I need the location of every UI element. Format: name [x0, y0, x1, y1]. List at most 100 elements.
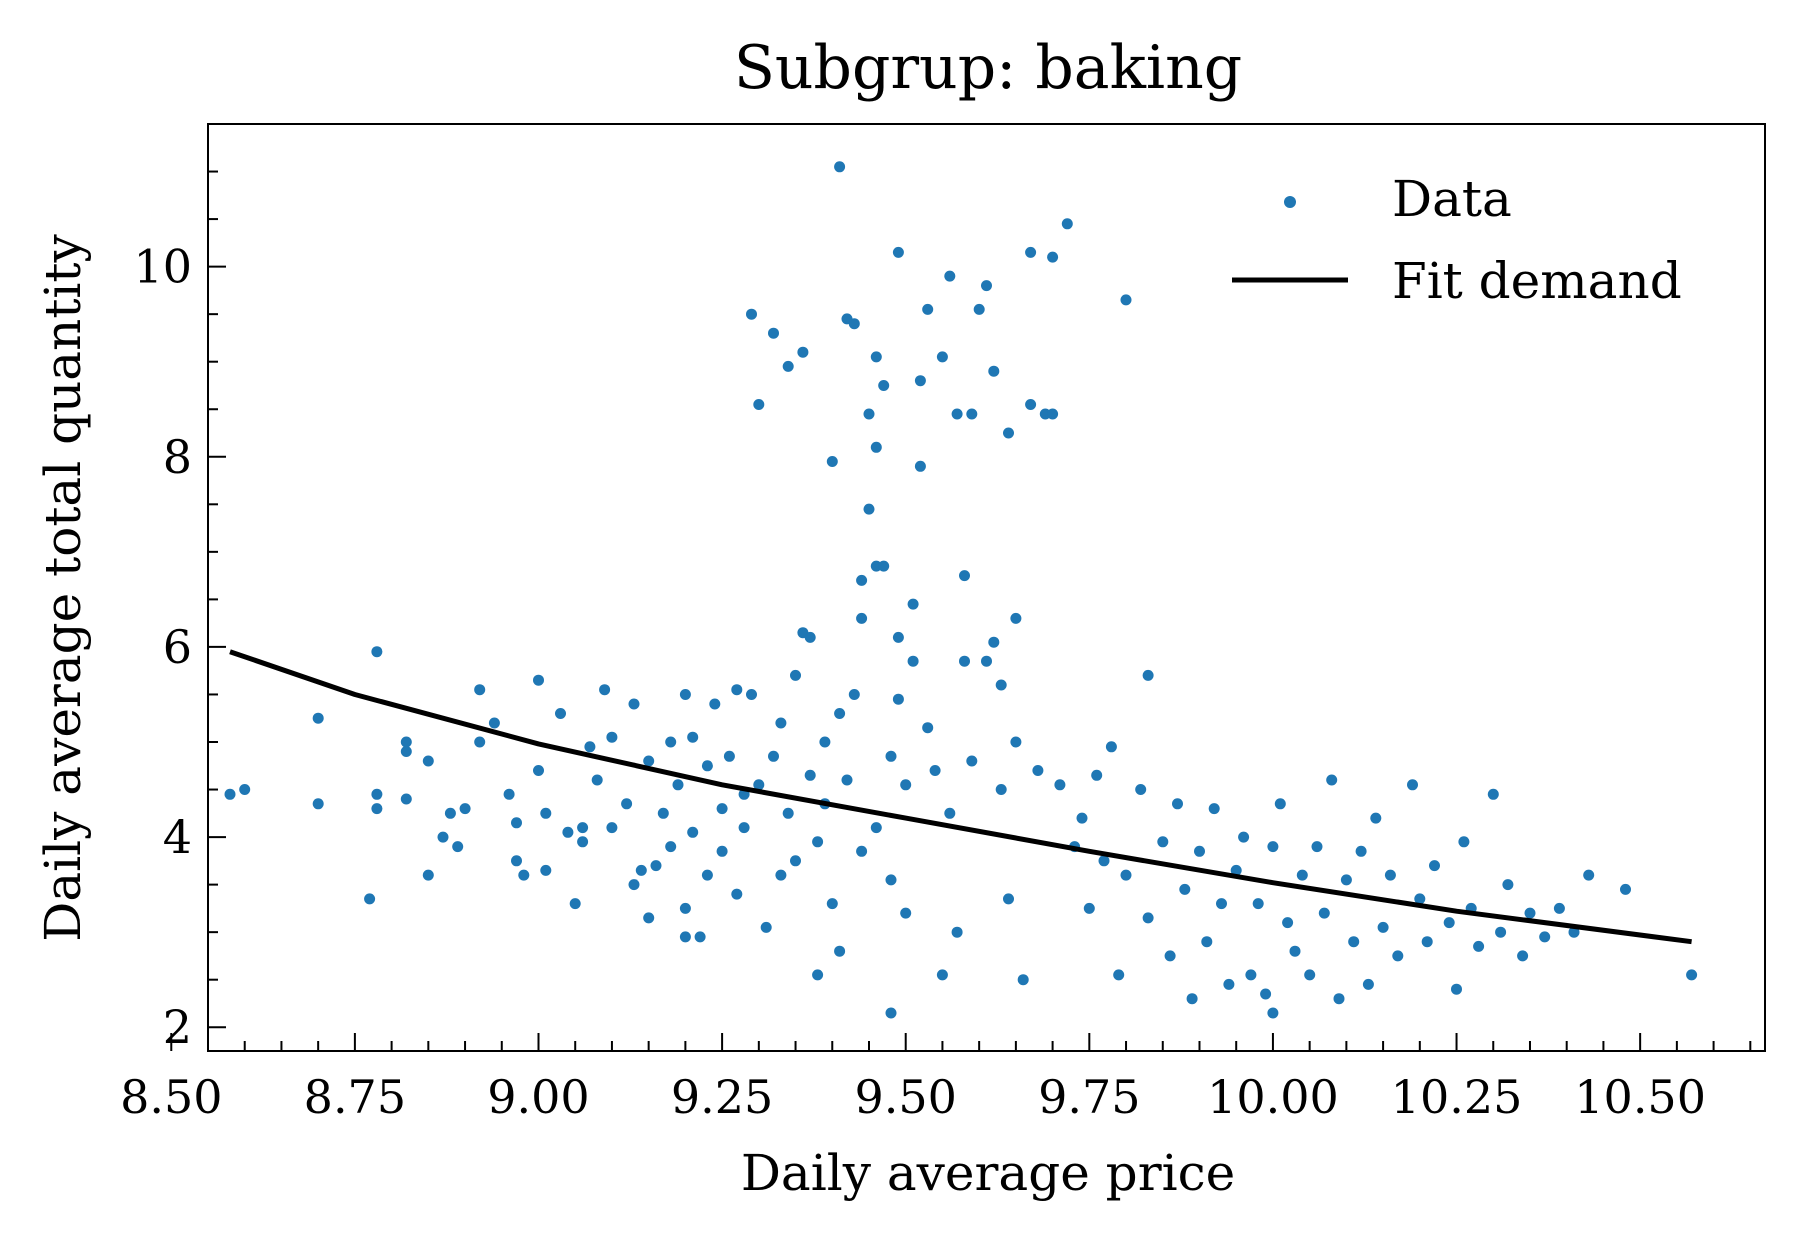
data-point [863, 503, 875, 515]
fit-demand-line [229, 649, 1692, 945]
data-point [812, 836, 824, 848]
data-point [1113, 969, 1125, 981]
data-point [1098, 855, 1110, 867]
data-point [701, 760, 713, 772]
data-point [812, 969, 824, 981]
data-point [841, 774, 853, 786]
data-point [488, 717, 500, 729]
data-point [731, 888, 743, 900]
data-point [973, 303, 985, 315]
data-point [687, 731, 699, 743]
data-point [944, 807, 956, 819]
data-point [922, 722, 934, 734]
data-point [1407, 779, 1418, 791]
data-point [650, 860, 662, 872]
data-point [239, 784, 251, 795]
data-point [1179, 883, 1191, 895]
data-point [643, 755, 655, 767]
data-point [1003, 427, 1014, 439]
data-point [1414, 893, 1426, 905]
data-point [1539, 931, 1551, 943]
legend-data-marker [1284, 196, 1296, 208]
data-point [826, 898, 838, 910]
data-point [679, 902, 691, 914]
data-point [1620, 883, 1631, 895]
data-point [1025, 246, 1037, 258]
data-point [1340, 874, 1352, 886]
data-point [437, 831, 449, 843]
data-point [1047, 408, 1059, 420]
data-point [679, 689, 691, 700]
data-point [775, 869, 787, 881]
data-point [533, 765, 544, 776]
data-point [959, 570, 970, 582]
data-point [591, 774, 603, 786]
data-point [944, 270, 956, 282]
data-point [687, 826, 699, 838]
data-point [1186, 993, 1198, 1005]
data-point [533, 674, 544, 686]
data-point [922, 303, 934, 315]
data-point [914, 460, 926, 472]
data-point [856, 612, 868, 624]
data-point [1032, 765, 1044, 776]
data-point [400, 736, 412, 748]
data-point [995, 784, 1007, 795]
x-tick-label: 10.00 [1207, 1070, 1339, 1124]
data-point [621, 798, 633, 810]
data-point [1267, 841, 1279, 853]
data-point [606, 822, 618, 834]
data-point [797, 346, 809, 358]
data-point [892, 693, 904, 705]
x-tick-label: 8.75 [304, 1070, 406, 1124]
data-point [694, 931, 706, 943]
data-point [452, 841, 464, 853]
data-point [1333, 993, 1345, 1005]
data-point [892, 631, 904, 643]
data-point [1260, 988, 1272, 1000]
data-point [1487, 788, 1499, 800]
data-point [1282, 917, 1294, 929]
data-point [1047, 251, 1059, 263]
data-point [1458, 836, 1470, 848]
data-point [966, 408, 978, 420]
data-point [1355, 845, 1367, 857]
data-point [988, 365, 1000, 377]
data-point [312, 712, 324, 724]
data-point [643, 912, 655, 924]
data-point [400, 793, 412, 805]
data-point [1120, 294, 1132, 306]
data-point [966, 755, 978, 767]
data-point [540, 864, 552, 876]
data-point [768, 327, 779, 339]
data-point [1421, 936, 1433, 948]
data-point [371, 646, 383, 658]
data-point [834, 945, 846, 957]
data-point [981, 280, 992, 292]
x-tick-label: 9.00 [487, 1070, 589, 1124]
fit-layer [229, 649, 1692, 945]
data-point [1164, 950, 1176, 962]
data-point [878, 380, 890, 391]
data-point [459, 803, 471, 815]
data-point [1311, 841, 1323, 853]
data-point [995, 679, 1007, 691]
data-point [444, 807, 456, 819]
data-point [1348, 936, 1360, 948]
data-point [665, 736, 677, 748]
data-point [1326, 774, 1338, 786]
data-point [511, 855, 522, 867]
data-point [312, 798, 324, 810]
data-point [856, 574, 868, 586]
data-point [929, 765, 941, 776]
data-point [885, 874, 897, 886]
data-point [914, 375, 926, 387]
data-point [731, 684, 743, 696]
data-point [760, 921, 772, 933]
data-point [1172, 798, 1183, 810]
data-point [1010, 612, 1022, 624]
data-point [885, 750, 897, 762]
data-point [1201, 936, 1213, 948]
data-point [224, 788, 236, 800]
data-point [900, 779, 912, 791]
